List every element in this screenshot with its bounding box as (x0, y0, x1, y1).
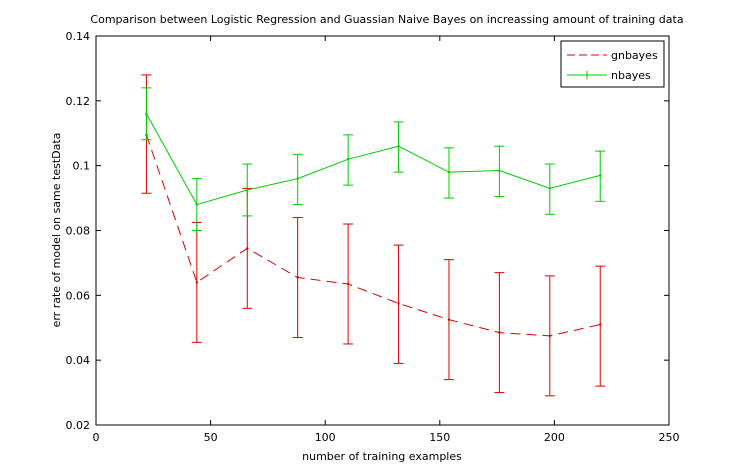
data-point (397, 302, 400, 305)
x-tick-label: 200 (544, 431, 565, 444)
data-point (548, 334, 552, 338)
data-point (246, 188, 249, 192)
data-point (599, 174, 602, 177)
x-tick-label: 250 (659, 431, 680, 444)
data-point (145, 112, 148, 116)
legend-entry: nbayes (567, 69, 651, 82)
x-tick-label: 0 (93, 431, 100, 444)
data-point (548, 187, 552, 190)
y-tick-label: 0.06 (66, 289, 91, 302)
legend-label: gnbayes (611, 49, 658, 62)
data-point (296, 177, 299, 180)
plot-area (95, 35, 670, 426)
y-tick-label: 0.14 (66, 30, 91, 43)
x-tick-label: 100 (315, 431, 336, 444)
data-point (195, 203, 199, 206)
data-point (498, 169, 501, 172)
x-tick-label: 50 (204, 431, 218, 444)
data-point (296, 276, 299, 279)
data-point (246, 247, 249, 250)
data-point (195, 281, 199, 284)
data-point (346, 282, 350, 286)
data-point (447, 318, 451, 321)
x-tick-label: 150 (429, 431, 450, 444)
legend-label: nbayes (611, 69, 651, 82)
y-tick-label: 0.1 (73, 160, 91, 173)
error-bar (595, 265, 606, 387)
y-tick-label: 0.08 (66, 225, 91, 238)
data-point (346, 157, 350, 161)
chart-title: Comparison between Logistic Regression a… (90, 13, 683, 26)
data-point (397, 145, 400, 148)
axis-ticks: 0 50 100 150 200 250 0.02 0.04 0.06 0.08 0.1 0.12 0.… (66, 30, 680, 444)
x-axis-title: number of training examples (302, 450, 462, 463)
y-tick-label: 0.02 (66, 419, 91, 432)
data-point (498, 331, 501, 334)
series-layer (141, 74, 606, 397)
legend-entry: gnbayes (567, 49, 658, 62)
y-tick-label: 0.04 (66, 354, 91, 367)
legend: gnbayes nbayes (560, 40, 665, 88)
data-point (599, 323, 602, 326)
legend-box (560, 40, 665, 88)
series-line (145, 134, 601, 337)
data-point (447, 170, 451, 174)
y-tick-label: 0.12 (66, 95, 91, 108)
series-line (145, 113, 601, 206)
series-nbayes (141, 87, 606, 231)
y-axis-title: err rate of model on same testData (50, 133, 63, 328)
